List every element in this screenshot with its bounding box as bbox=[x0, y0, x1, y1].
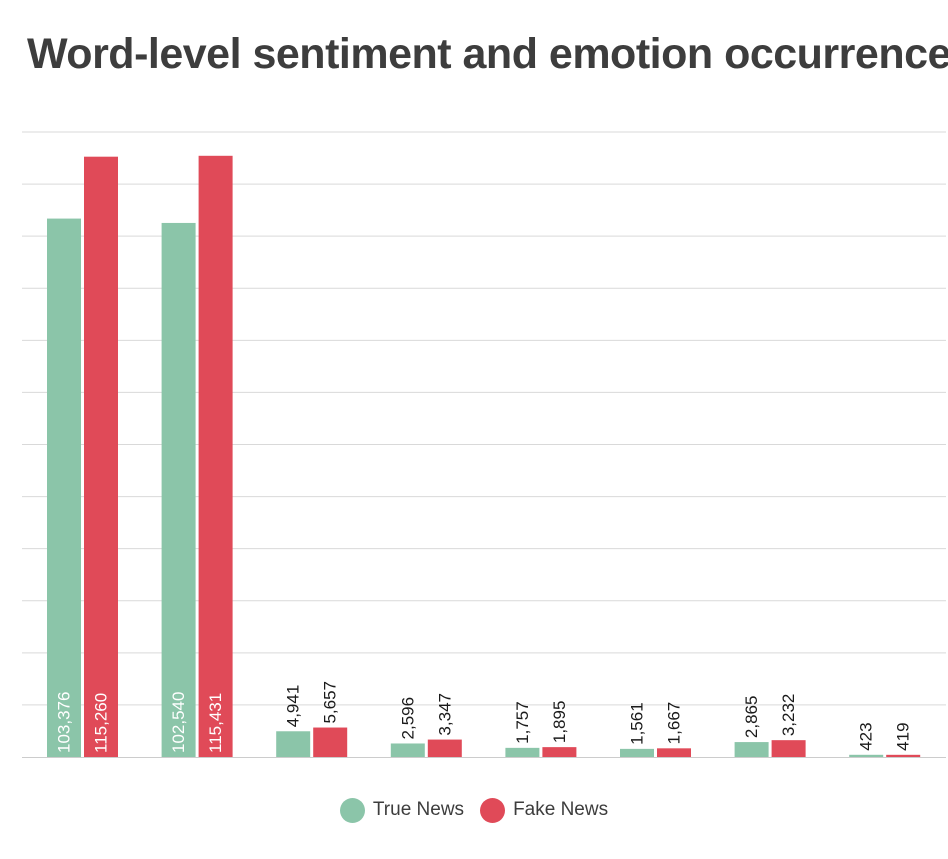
data-label-fake-news: 1,895 bbox=[550, 701, 569, 744]
bar-true-news bbox=[734, 742, 769, 757]
bar-true-news bbox=[276, 731, 311, 757]
data-label-fake-news: 419 bbox=[894, 722, 913, 750]
data-label-true-news: 2,865 bbox=[742, 696, 761, 739]
bar-fake-news bbox=[657, 748, 691, 757]
data-label-fake-news: 3,347 bbox=[435, 693, 454, 736]
chart-title: Word-level sentiment and emotion occurre… bbox=[27, 30, 948, 78]
data-label-fake-news: 3,232 bbox=[779, 694, 798, 737]
legend-item-fake-news: Fake News bbox=[480, 797, 609, 823]
data-label-true-news: 2,596 bbox=[398, 697, 417, 740]
bar-true-news bbox=[390, 743, 425, 757]
data-label-true-news: 102,540 bbox=[169, 692, 188, 753]
legend-label-fake-news: Fake News bbox=[513, 799, 609, 820]
data-label-true-news: 1,561 bbox=[628, 702, 647, 745]
data-label-true-news: 4,941 bbox=[284, 685, 303, 728]
bar-true-news bbox=[849, 754, 884, 757]
bar-true-news bbox=[620, 748, 654, 757]
bar-true-news bbox=[161, 222, 196, 757]
bar-fake-news bbox=[427, 739, 462, 757]
data-label-true-news: 1,757 bbox=[513, 701, 532, 744]
bar-true-news bbox=[505, 747, 540, 757]
bar-fake-news bbox=[771, 740, 806, 757]
data-label-fake-news: 115,260 bbox=[92, 693, 111, 753]
bar-fake-news bbox=[542, 747, 577, 757]
legend-swatch-true-news bbox=[339, 797, 365, 823]
data-label-fake-news: 5,657 bbox=[321, 681, 340, 724]
data-label-fake-news: 1,667 bbox=[665, 702, 684, 745]
legend: True News Fake News bbox=[0, 794, 948, 826]
bar-fake-news bbox=[84, 156, 118, 757]
bar-fake-news bbox=[198, 155, 233, 757]
legend-label-true-news: True News bbox=[372, 799, 465, 820]
data-label-true-news: 423 bbox=[857, 722, 876, 750]
legend-swatch-fake-news bbox=[480, 797, 506, 823]
data-label-fake-news: 115,431 bbox=[206, 693, 225, 753]
data-label-true-news: 103,376 bbox=[55, 692, 74, 753]
bar-fake-news bbox=[886, 754, 921, 757]
bar-fake-news bbox=[313, 727, 348, 757]
bar-true-news bbox=[47, 218, 81, 758]
legend-item-true-news: True News bbox=[339, 797, 465, 823]
